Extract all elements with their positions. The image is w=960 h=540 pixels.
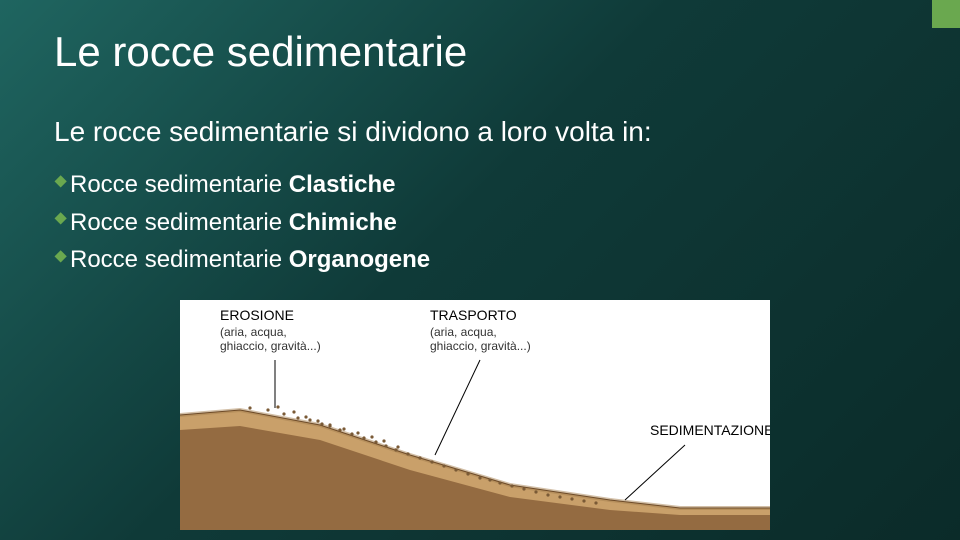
bullet-text: Rocce sedimentarie Chimiche: [70, 206, 397, 240]
slide: Le rocce sedimentarie Le rocce sedimenta…: [0, 0, 960, 540]
bullet-prefix: Rocce sedimentarie: [70, 209, 289, 236]
bullet-bold: Organogene: [289, 246, 430, 273]
svg-text:(aria, acqua,: (aria, acqua,: [220, 325, 287, 339]
svg-text:TRASPORTO: TRASPORTO: [430, 307, 517, 323]
bullet-text: Rocce sedimentarie Organogene: [70, 243, 430, 277]
sedimentation-diagram: EROSIONE(aria, acqua,ghiaccio, gravità..…: [180, 300, 770, 530]
slide-subtitle: Le rocce sedimentarie si dividono a loro…: [54, 116, 906, 148]
svg-text:ghiaccio, gravità...): ghiaccio, gravità...): [430, 339, 531, 353]
accent-bar: [932, 0, 960, 28]
list-item: Rocce sedimentarie Clastiche: [60, 168, 906, 202]
list-item: Rocce sedimentarie Chimiche: [60, 206, 906, 240]
bullet-list: Rocce sedimentarie Clastiche Rocce sedim…: [60, 168, 906, 277]
svg-text:ghiaccio, gravità...): ghiaccio, gravità...): [220, 339, 321, 353]
bullet-prefix: Rocce sedimentarie: [70, 171, 289, 198]
diagram-svg: EROSIONE(aria, acqua,ghiaccio, gravità..…: [180, 300, 770, 530]
svg-text:SEDIMENTAZIONE: SEDIMENTAZIONE: [650, 422, 770, 438]
bullet-text: Rocce sedimentarie Clastiche: [70, 168, 395, 202]
svg-text:(aria, acqua,: (aria, acqua,: [430, 325, 497, 339]
list-item: Rocce sedimentarie Organogene: [60, 243, 906, 277]
bullet-bold: Clastiche: [289, 171, 396, 198]
bullet-bold: Chimiche: [289, 209, 397, 236]
bullet-prefix: Rocce sedimentarie: [70, 246, 289, 273]
slide-title: Le rocce sedimentarie: [54, 28, 906, 76]
svg-text:EROSIONE: EROSIONE: [220, 307, 294, 323]
